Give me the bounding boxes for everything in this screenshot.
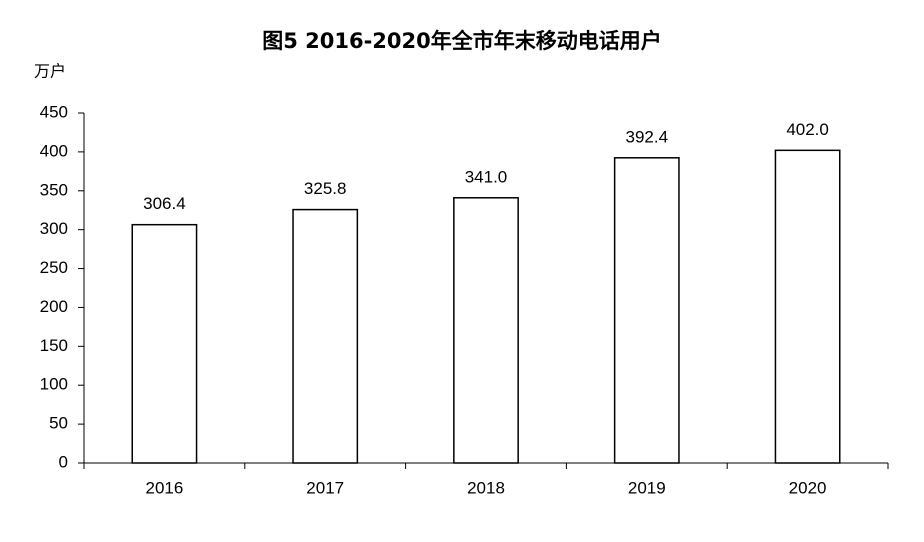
value-label: 402.0: [786, 120, 829, 139]
y-tick-label: 0: [59, 452, 68, 471]
y-tick-label: 450: [40, 102, 68, 121]
chart-title: 图5 2016-2020年全市年末移动电话用户: [262, 29, 662, 53]
y-tick-label: 100: [40, 375, 68, 394]
y-tick-label: 400: [40, 141, 68, 160]
x-tick-label: 2019: [628, 478, 666, 497]
value-label: 325.8: [304, 179, 347, 198]
y-tick-label: 150: [40, 336, 68, 355]
value-label: 341.0: [465, 167, 508, 186]
bar: [774, 149, 841, 464]
y-tick-label: 200: [40, 297, 68, 316]
bar: [613, 157, 680, 464]
value-label: 306.4: [143, 194, 186, 213]
x-tick-label: 2020: [789, 478, 827, 497]
y-tick-label: 300: [40, 219, 68, 238]
y-tick-label: 50: [49, 414, 68, 433]
x-tick-label: 2017: [306, 478, 344, 497]
x-tick-label: 2016: [145, 478, 183, 497]
bar: [131, 223, 198, 464]
y-axis-label: 万户: [34, 62, 66, 81]
x-tick-label: 2018: [467, 478, 505, 497]
value-label: 392.4: [626, 127, 669, 146]
bar: [292, 208, 359, 464]
y-tick-label: 250: [40, 258, 68, 277]
y-tick-label: 350: [40, 180, 68, 199]
bar: [453, 197, 519, 464]
